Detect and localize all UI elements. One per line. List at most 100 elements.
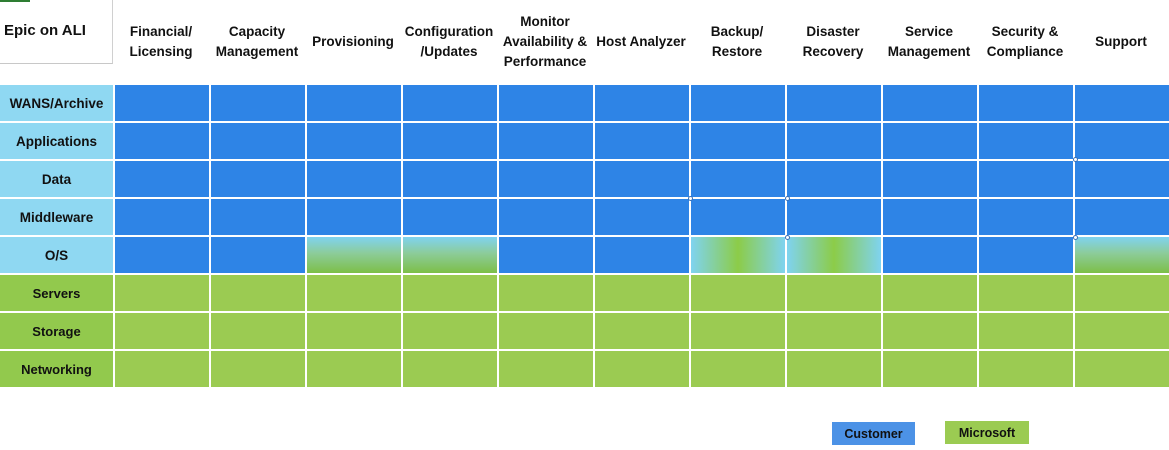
cell-r2-c9 [883,123,977,159]
column-header-7: Backup/ Restore [710,24,764,59]
cell-r4-c9 [883,199,977,235]
cell-r8-c8 [787,351,881,387]
cell-r3-c10 [979,161,1073,197]
legend-customer-label: Customer [844,426,903,441]
matrix-title: Epic on ALI [4,22,86,39]
legend-microsoft-label: Microsoft [958,425,1016,440]
cell-r8-c11 [1075,351,1169,387]
cell-r2-c1 [115,123,209,159]
cell-r7-c3 [307,313,401,349]
cell-r2-c7 [691,123,785,159]
cell-r6-c9 [883,275,977,311]
column-header-10: Security & Compliance [986,24,1064,59]
cell-r6-c2 [211,275,305,311]
cell-r6-c5 [499,275,593,311]
cell-r7-c2 [211,313,305,349]
cell-r2-c6 [595,123,689,159]
cell-r4-c4 [403,199,497,235]
connector-dot [785,196,790,201]
cell-r4-c11 [1075,199,1169,235]
cell-r3-c8 [787,161,881,197]
cell-r3-c1 [115,161,209,197]
cell-r7-c8 [787,313,881,349]
cell-r5-c5 [499,237,593,273]
cell-r1-c11 [1075,85,1169,121]
connector-dot [688,196,693,201]
cell-r1-c7 [691,85,785,121]
cell-r5-c6 [595,237,689,273]
cell-r8-c7 [691,351,785,387]
cell-r2-c10 [979,123,1073,159]
row-header-5: O/S [0,237,113,273]
cell-r7-c5 [499,313,593,349]
connector-dot [1073,157,1078,162]
column-header-2: Capacity Management [215,24,299,59]
cell-r5-c2 [211,237,305,273]
cell-r4-c2 [211,199,305,235]
cell-r2-c11 [1075,123,1169,159]
row-header-7: Storage [0,313,113,349]
cell-r5-c11 [1075,237,1169,273]
cell-r5-c9 [883,237,977,273]
column-header-5: Monitor Availability & Performance [502,14,588,69]
column-header-3: Provisioning [312,34,394,49]
cell-r5-c4 [403,237,497,273]
cell-r8-c2 [211,351,305,387]
column-header-1: Financial/ Licensing [129,24,193,59]
column-header-11: Support [1095,34,1147,49]
cell-r7-c11 [1075,313,1169,349]
cell-r2-c2 [211,123,305,159]
cell-r8-c10 [979,351,1073,387]
cell-r7-c4 [403,313,497,349]
connector-dot [1073,235,1078,240]
cell-r4-c5 [499,199,593,235]
cell-r6-c10 [979,275,1073,311]
row-header-8: Networking [0,351,113,387]
cell-r4-c7 [691,199,785,235]
cell-r2-c4 [403,123,497,159]
cell-r3-c4 [403,161,497,197]
cell-r5-c10 [979,237,1073,273]
row-header-2: Applications [0,123,113,159]
cell-r3-c7 [691,161,785,197]
row-header-3: Data [0,161,113,197]
cell-r3-c9 [883,161,977,197]
cell-r7-c7 [691,313,785,349]
cell-r5-c7 [691,237,785,273]
cell-r2-c3 [307,123,401,159]
column-header-4: Configuration /Updates [404,24,494,59]
cell-r3-c11 [1075,161,1169,197]
cell-r3-c6 [595,161,689,197]
cell-r8-c1 [115,351,209,387]
cell-r4-c10 [979,199,1073,235]
column-header-8: Disaster Recovery [802,24,864,59]
cell-r7-c6 [595,313,689,349]
cell-r1-c6 [595,85,689,121]
cell-r2-c8 [787,123,881,159]
cell-r3-c2 [211,161,305,197]
cell-r3-c5 [499,161,593,197]
cell-r8-c9 [883,351,977,387]
cell-r7-c10 [979,313,1073,349]
cell-r6-c6 [595,275,689,311]
cell-r6-c3 [307,275,401,311]
cell-r1-c8 [787,85,881,121]
cell-r8-c5 [499,351,593,387]
matrix-title-cell: Epic on ALI [0,0,113,64]
cell-r1-c9 [883,85,977,121]
cell-r4-c8 [787,199,881,235]
cell-r1-c10 [979,85,1073,121]
cell-r8-c3 [307,351,401,387]
cell-r4-c6 [595,199,689,235]
cell-r5-c8 [787,237,881,273]
row-header-1: WANS/Archive [0,85,113,121]
cell-r1-c1 [115,85,209,121]
cell-r7-c1 [115,313,209,349]
connector-dot [785,235,790,240]
cell-r4-c3 [307,199,401,235]
cell-r1-c4 [403,85,497,121]
cell-r1-c5 [499,85,593,121]
cell-r5-c3 [307,237,401,273]
legend-microsoft: Microsoft [945,421,1029,444]
column-header-9: Service Management [887,24,971,59]
